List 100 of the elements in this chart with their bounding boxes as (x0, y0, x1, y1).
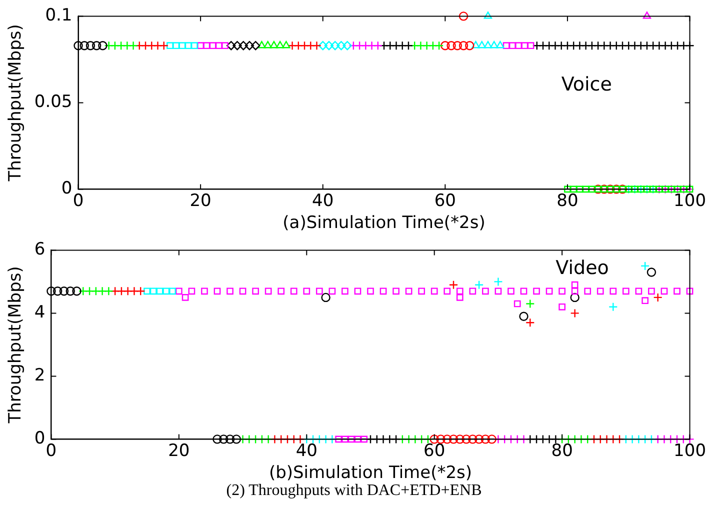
point (583, 434, 592, 444)
point (608, 302, 618, 312)
point (416, 434, 426, 444)
point (201, 288, 208, 295)
point (66, 286, 75, 296)
point (508, 288, 514, 295)
point (482, 288, 489, 295)
point (468, 434, 478, 444)
point (418, 288, 426, 295)
point (104, 286, 114, 296)
point (614, 434, 624, 444)
point (92, 41, 102, 50)
point (500, 434, 510, 444)
point (436, 434, 446, 444)
point (215, 42, 222, 50)
point (653, 434, 662, 444)
point (128, 41, 138, 50)
point (308, 434, 318, 444)
point (458, 12, 468, 21)
point (410, 434, 420, 444)
point (278, 288, 285, 295)
point (514, 300, 521, 308)
annotation: Video (556, 257, 609, 280)
point (484, 41, 492, 48)
y-tick-label: 2 (34, 366, 46, 386)
point (527, 42, 534, 50)
point (250, 434, 260, 444)
point (226, 288, 234, 295)
point (144, 288, 150, 295)
point (188, 288, 196, 295)
point (558, 288, 566, 295)
point (46, 286, 56, 296)
point (509, 42, 516, 50)
point (303, 288, 310, 295)
point (290, 288, 298, 295)
point (367, 288, 374, 295)
point (392, 288, 400, 295)
point (404, 41, 414, 50)
point (456, 294, 464, 301)
point (502, 42, 510, 50)
point (156, 288, 164, 295)
point (53, 286, 62, 296)
point (405, 288, 412, 295)
point (610, 288, 617, 295)
point (564, 186, 571, 193)
point (480, 434, 490, 444)
point (546, 288, 553, 295)
point (686, 288, 694, 295)
point (203, 42, 210, 50)
point (446, 41, 456, 50)
point (494, 277, 503, 286)
point (596, 288, 604, 295)
point (239, 288, 246, 295)
point (342, 288, 348, 295)
point (478, 41, 486, 48)
point (515, 42, 522, 50)
point (423, 434, 433, 444)
point (584, 288, 592, 295)
point (570, 292, 580, 302)
y-axis-title: Throughput(Mbps) (6, 266, 26, 424)
x-tick-label: 20 (168, 440, 190, 461)
point (98, 286, 107, 296)
point (469, 288, 476, 295)
x-tick-label: 100 (674, 440, 706, 461)
point (354, 288, 362, 295)
point (494, 288, 502, 295)
point (300, 41, 310, 50)
point (621, 434, 631, 444)
point (250, 41, 260, 50)
point (570, 308, 580, 318)
y-tick-label: 0.1 (45, 6, 72, 26)
point (474, 434, 484, 444)
point (452, 41, 462, 50)
point (640, 261, 650, 271)
point (474, 280, 484, 290)
point (226, 41, 236, 50)
point (162, 288, 170, 295)
point (232, 41, 242, 50)
point (321, 292, 330, 302)
y-tick-label: 0.05 (34, 92, 72, 112)
y-tick-label: 4 (34, 302, 46, 323)
point (354, 41, 364, 50)
point (428, 41, 438, 50)
point (570, 186, 578, 193)
point (282, 41, 290, 48)
x-tick-label: 40 (296, 440, 318, 461)
point (496, 41, 504, 48)
point (72, 286, 82, 296)
point (91, 286, 101, 296)
point (487, 434, 496, 444)
point (526, 299, 535, 308)
point (465, 41, 474, 50)
x-tick-label: 100 (674, 190, 706, 211)
point (336, 41, 346, 50)
point (110, 286, 120, 296)
point (404, 434, 414, 444)
point (519, 312, 528, 321)
point (506, 434, 516, 444)
y-tick-label: 6 (34, 240, 46, 260)
point (214, 288, 221, 295)
